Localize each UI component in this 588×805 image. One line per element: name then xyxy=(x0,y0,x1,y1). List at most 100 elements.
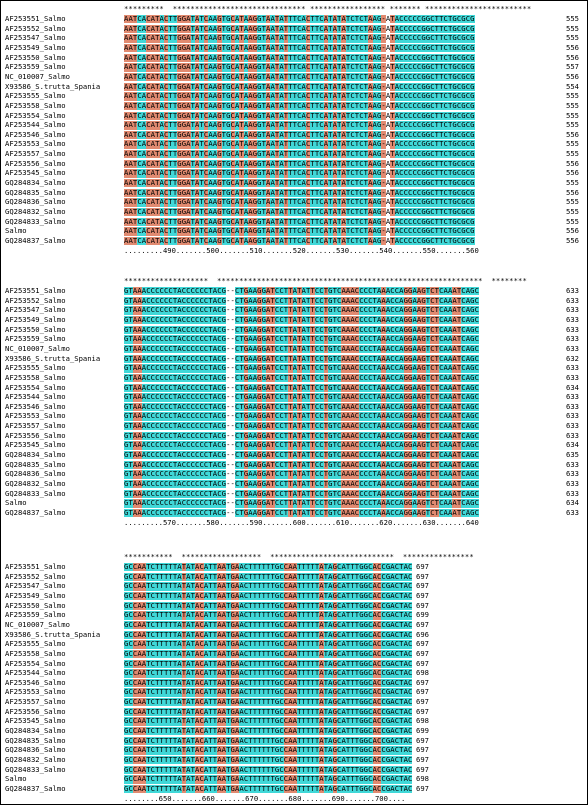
residue: T xyxy=(252,562,258,572)
residue: G xyxy=(124,706,129,717)
residue: C xyxy=(314,450,320,460)
residue: A xyxy=(394,226,400,236)
residue: G xyxy=(217,197,222,207)
residue: A xyxy=(368,168,373,178)
residue: C xyxy=(359,149,364,159)
residue: A xyxy=(243,207,249,217)
residue: T xyxy=(172,81,178,91)
residue: A xyxy=(447,507,453,518)
residue: G xyxy=(257,421,262,431)
residue: T xyxy=(128,479,133,489)
residue: G xyxy=(226,110,231,120)
residue: A xyxy=(195,639,200,649)
sequence-length: 697 xyxy=(416,687,429,697)
residue: A xyxy=(368,23,373,34)
residue: C xyxy=(430,149,435,159)
residue: T xyxy=(270,687,275,697)
residue: A xyxy=(137,459,142,470)
residue: A xyxy=(234,629,240,639)
residue: C xyxy=(274,401,280,412)
residue: G xyxy=(181,91,187,101)
residue: C xyxy=(132,639,138,649)
residue: A xyxy=(186,207,191,217)
residue: T xyxy=(274,14,280,24)
residue: T xyxy=(274,207,280,217)
residue: T xyxy=(208,571,213,582)
residue: A xyxy=(217,697,222,707)
residue: A xyxy=(177,629,182,639)
sequence-residues: GTAAACCCCCCTACCCCCCTACG--CTGAAGGATCCTTAT… xyxy=(124,286,479,296)
residue: A xyxy=(221,668,227,678)
residue: C xyxy=(159,479,164,489)
residue: T xyxy=(345,187,351,198)
residue: C xyxy=(297,71,302,82)
residue: T xyxy=(297,479,302,489)
residue: T xyxy=(297,507,302,518)
residue: A xyxy=(128,158,133,169)
residue: T xyxy=(274,216,280,227)
residue: T xyxy=(390,226,395,236)
residue: C xyxy=(403,187,408,198)
residue: C xyxy=(354,353,360,363)
residue: C xyxy=(137,129,142,140)
sequence-name: AF253552_Salmo xyxy=(5,24,66,33)
residue: A xyxy=(399,440,404,450)
residue: C xyxy=(279,581,284,591)
residue: C xyxy=(368,305,373,315)
residue: T xyxy=(305,411,311,421)
residue: A xyxy=(301,100,306,111)
residue: G xyxy=(408,498,413,508)
residue: C xyxy=(195,488,200,499)
residue: T xyxy=(310,430,315,441)
residue: T xyxy=(261,590,266,601)
residue: T xyxy=(155,91,160,101)
residue: C xyxy=(195,324,200,334)
residue: T xyxy=(208,469,213,479)
residue: G xyxy=(243,324,249,334)
residue: C xyxy=(319,100,324,111)
residue: T xyxy=(199,91,204,101)
residue: C xyxy=(319,305,324,315)
residue: A xyxy=(132,488,138,499)
residue: G xyxy=(124,401,129,412)
residue: A xyxy=(292,411,298,421)
residue: C xyxy=(230,235,235,246)
residue: T xyxy=(345,23,351,34)
residue: T xyxy=(310,392,315,402)
residue: C xyxy=(190,421,195,431)
residue: A xyxy=(243,62,249,72)
residue: C xyxy=(279,600,284,610)
residue: A xyxy=(341,168,346,178)
residue: T xyxy=(239,459,244,470)
residue: A xyxy=(248,295,253,306)
residue: T xyxy=(159,648,164,659)
residue: T xyxy=(168,197,173,207)
residue: G xyxy=(425,197,431,207)
residue: C xyxy=(394,571,400,582)
residue: T xyxy=(390,62,395,72)
residue: C xyxy=(305,197,311,207)
residue: A xyxy=(412,324,417,334)
residue: G xyxy=(124,658,129,668)
residue: G xyxy=(470,120,475,130)
residue: C xyxy=(199,658,204,668)
residue: A xyxy=(292,459,298,470)
residue: A xyxy=(368,110,373,120)
residue: C xyxy=(390,392,395,402)
residue: C xyxy=(394,334,400,344)
residue: C xyxy=(234,305,240,315)
residue: C xyxy=(403,71,408,82)
residue: G xyxy=(217,158,222,169)
residue: C xyxy=(319,324,324,334)
residue: G xyxy=(221,334,227,344)
residue: A xyxy=(292,286,298,296)
residue: C xyxy=(412,33,417,43)
residue: A xyxy=(266,450,271,460)
residue: T xyxy=(363,158,369,169)
residue: C xyxy=(155,353,160,363)
residue: T xyxy=(239,314,244,325)
residue: T xyxy=(199,226,204,236)
residue: A xyxy=(266,235,271,246)
residue: A xyxy=(385,353,391,363)
sequence-length: 697 xyxy=(416,697,429,707)
